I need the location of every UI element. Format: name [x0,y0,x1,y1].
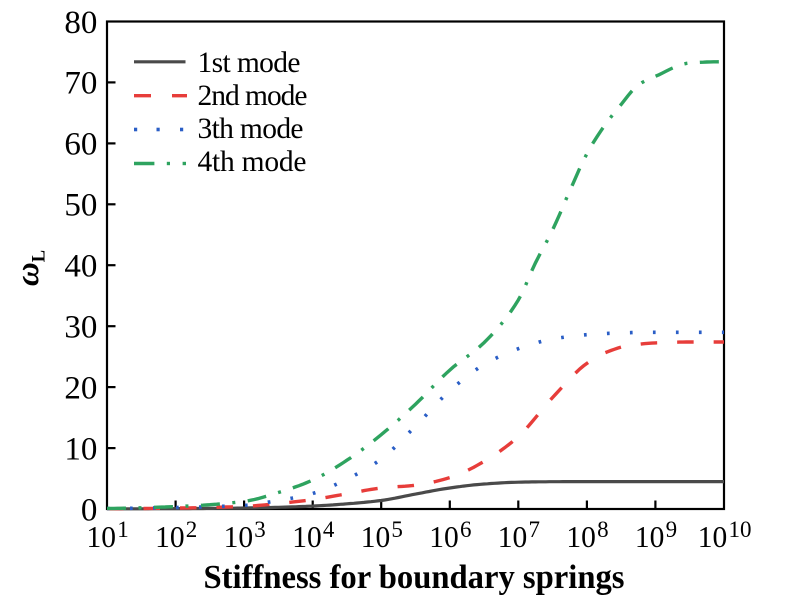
svg-text:30: 30 [64,310,97,346]
svg-text:8: 8 [597,517,609,542]
svg-text:10: 10 [566,519,596,554]
svg-text:10: 10 [224,519,254,554]
svg-text:0: 0 [81,492,98,528]
svg-text:4: 4 [323,517,335,542]
svg-text:40: 40 [64,249,97,285]
svg-text:10: 10 [87,519,117,554]
svg-text:20: 20 [64,370,97,406]
svg-text:2nd mode: 2nd mode [198,80,308,112]
svg-text:10: 10 [698,519,728,554]
svg-text:10: 10 [155,519,185,554]
svg-text:Stiffness for boundary springs: Stiffness for boundary springs [204,559,625,596]
svg-text:7: 7 [529,517,541,542]
svg-text:2: 2 [186,517,198,542]
svg-text:70: 70 [64,66,97,102]
svg-text:10: 10 [64,431,97,467]
svg-text:6: 6 [460,517,472,542]
svg-text:3th mode: 3th mode [198,113,304,145]
svg-text:10: 10 [635,519,665,554]
svg-text:10: 10 [498,519,528,554]
svg-text:1: 1 [117,517,129,542]
svg-text:1st mode: 1st mode [198,47,301,79]
svg-text:10: 10 [729,517,752,542]
svg-text:80: 80 [64,5,97,41]
svg-text:5: 5 [391,517,403,542]
svg-text:10: 10 [292,519,322,554]
svg-text:60: 60 [64,127,97,163]
svg-text:ωL: ωL [10,250,50,286]
svg-text:10: 10 [361,519,391,554]
svg-text:3: 3 [254,517,265,542]
svg-text:10: 10 [429,519,459,554]
svg-text:9: 9 [666,517,678,542]
svg-text:50: 50 [64,188,97,224]
svg-text:4th mode: 4th mode [198,146,307,178]
